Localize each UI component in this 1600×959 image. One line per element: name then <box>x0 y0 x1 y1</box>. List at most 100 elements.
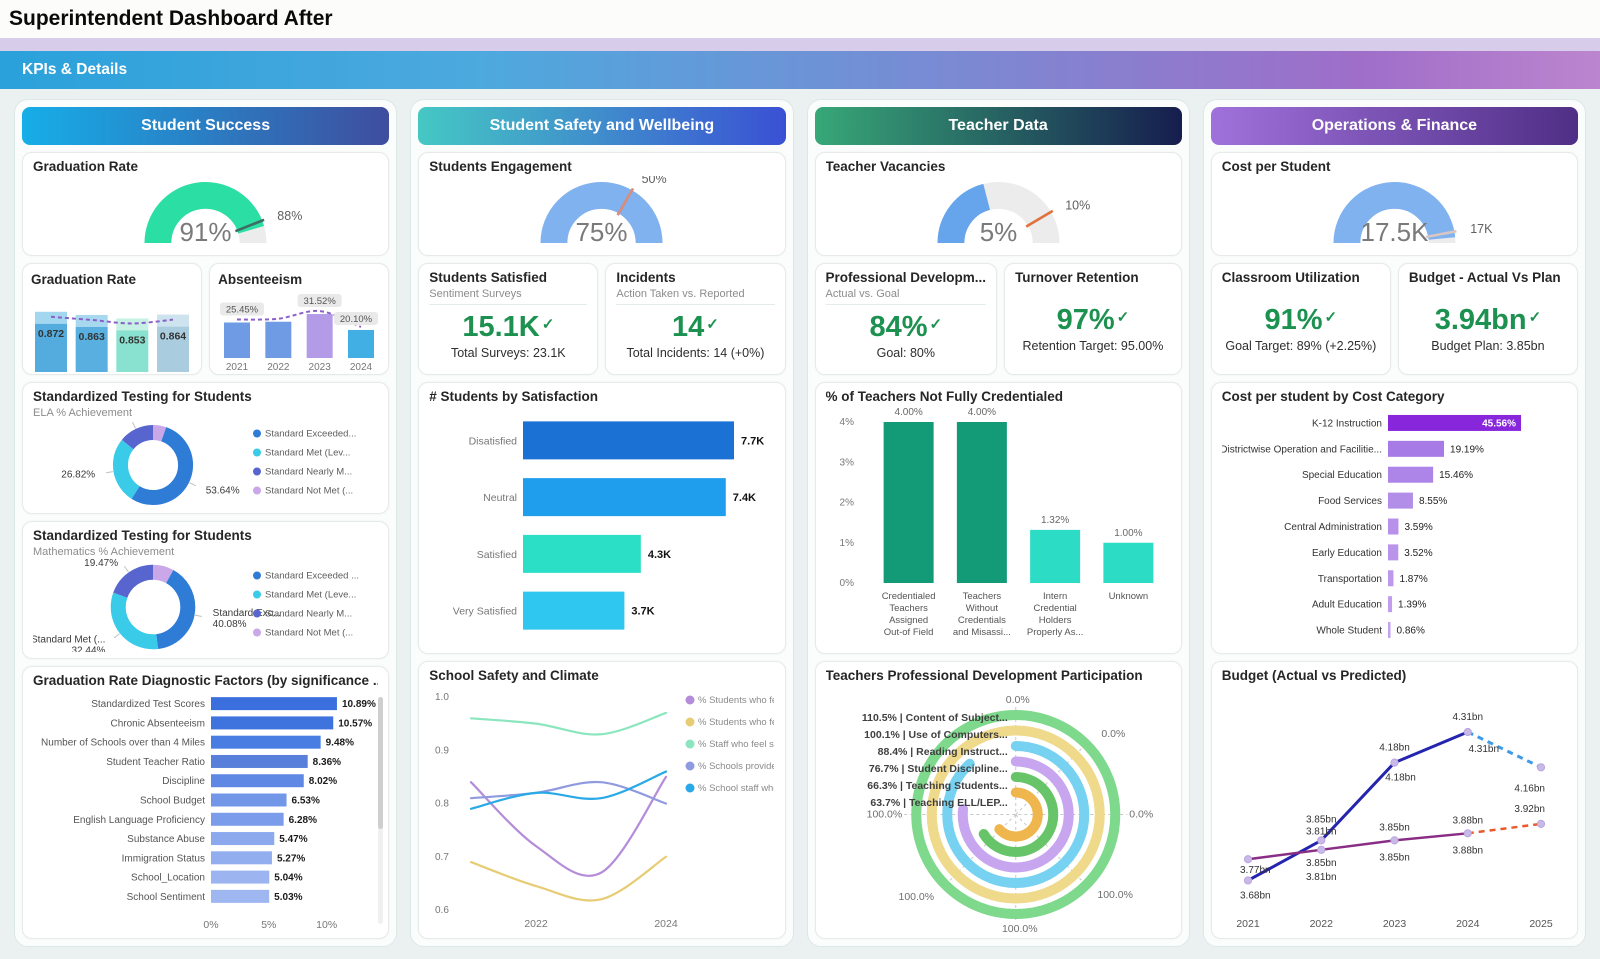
cost-per-student-gauge-chart[interactable]: 17.5K 17K <box>1222 176 1567 249</box>
card-title: Graduation Rate <box>31 272 137 287</box>
kpi-footer: Total Surveys: 23.1K <box>450 346 566 361</box>
svg-text:Transportation: Transportation <box>1318 574 1382 585</box>
card-ela-testing: Standardized Testing for Students ELA % … <box>22 382 390 514</box>
kpi-value: 15.1K ✓ <box>462 311 555 344</box>
svg-text:Number of Schools over than 4: Number of Schools over than 4 Miles <box>41 738 205 749</box>
pd-participation-radial-chart[interactable]: 0.0% 0.0% 0.0% 100.0% 100.0% 100.0% 100.0% 110.… <box>826 685 1171 932</box>
svg-text:10%: 10% <box>316 919 337 931</box>
svg-text:1.32%: 1.32% <box>1040 515 1068 526</box>
svg-text:Student Teacher Ratio: Student Teacher Ratio <box>106 757 205 768</box>
svg-text:Satisfied: Satisfied <box>477 549 517 561</box>
svg-text:Credential: Credential <box>1033 603 1076 614</box>
svg-text:17.5K: 17.5K <box>1360 217 1429 247</box>
absenteeism-bar-chart[interactable]: 2021 2022 2023 2024 25.45% 31.52% 20.10% <box>218 289 380 372</box>
svg-text:100.0%: 100.0% <box>1001 923 1037 932</box>
svg-text:3.85bn: 3.85bn <box>1306 858 1337 869</box>
column-student-safety: Student Safety and Wellbeing Students En… <box>410 99 794 947</box>
card-title: Budget (Actual vs Predicted) <box>1221 668 1407 683</box>
svg-text:25.45%: 25.45% <box>226 304 259 315</box>
svg-text:Immigration Status: Immigration Status <box>122 853 205 864</box>
svg-text:5.47%: 5.47% <box>279 834 307 845</box>
card-title: School Safety and Climate <box>429 668 599 683</box>
svg-text:45.56%: 45.56% <box>1482 418 1516 429</box>
svg-text:3.88bn: 3.88bn <box>1452 815 1483 826</box>
math-achievement-donut-chart[interactable]: Standard Exc... 40.08% Standard Met (... 32… <box>33 558 378 652</box>
svg-text:5.27%: 5.27% <box>277 853 305 864</box>
column-operations-finance: Operations & Finance Cost per Student 17… <box>1202 99 1586 947</box>
svg-text:10.57%: 10.57% <box>338 718 372 729</box>
svg-text:2%: 2% <box>839 497 854 508</box>
teacher-vacancies-gauge-chart[interactable]: 5% 10% <box>826 176 1171 249</box>
svg-text:19.19%: 19.19% <box>1450 444 1484 455</box>
svg-text:0%: 0% <box>839 578 854 589</box>
svg-text:0.0%: 0.0% <box>1101 728 1125 740</box>
card-math-testing: Standardized Testing for Students Mathem… <box>22 521 390 659</box>
scrollbar[interactable] <box>378 697 384 924</box>
check-icon: ✓ <box>541 316 555 334</box>
kpi-footer: Goal: 80% <box>876 346 935 361</box>
diagnostic-factors-bar-chart[interactable]: Standardized Test Scores 10.89% Chronic Ab… <box>33 690 378 932</box>
svg-text:0.864: 0.864 <box>160 330 186 342</box>
teachers-credentialed-column-chart[interactable]: 0% 1% 2% 3% 4% 4.00% Credentialed Teachers Assig… <box>826 406 1171 647</box>
check-icon: ✓ <box>1528 309 1542 327</box>
kpi-value: 91% ✓ <box>1264 304 1338 337</box>
svg-text:% School staff who...: % School staff who... <box>698 783 774 794</box>
kpi-footer: Retention Target: 95.00% <box>1022 339 1164 354</box>
svg-text:88%: 88% <box>277 209 302 223</box>
card-title: Cost per Student <box>1221 159 1331 174</box>
graduation-rate-gauge-chart[interactable]: 91% 88% <box>33 176 378 249</box>
kpi-title: Incidents <box>616 270 676 285</box>
svg-text:School_Location: School_Location <box>131 872 205 883</box>
svg-text:School Budget: School Budget <box>140 795 205 806</box>
svg-text:Disatisfied: Disatisfied <box>469 435 518 447</box>
svg-text:2022: 2022 <box>1309 918 1333 930</box>
svg-text:Teachers: Teachers <box>962 591 1001 602</box>
card-title: Graduation Rate <box>33 159 139 174</box>
kpi-title: Classroom Utilization <box>1221 270 1360 285</box>
svg-text:Standardized Test Scores: Standardized Test Scores <box>91 699 205 710</box>
svg-text:63.7% | Teaching ELL/LEP...: 63.7% | Teaching ELL/LEP... <box>870 797 1007 809</box>
svg-text:110.5% | Content of Subject...: 110.5% | Content of Subject... <box>861 712 1007 724</box>
svg-text:20.10%: 20.10% <box>340 314 373 325</box>
budget-line-chart[interactable]: 2021 2022 2023 2024 2025 3.77bn 3.68bn 3.85bn 3.… <box>1222 685 1567 932</box>
svg-text:0.0%: 0.0% <box>1129 808 1153 820</box>
svg-text:31.52%: 31.52% <box>304 296 337 307</box>
page-header: Superintendent Dashboard After <box>0 0 1600 38</box>
svg-text:2025: 2025 <box>1529 918 1553 930</box>
card-title: Students Engagement <box>429 159 572 174</box>
svg-text:Standard Exc...: Standard Exc... <box>213 608 281 619</box>
scrollbar-thumb[interactable] <box>378 697 384 829</box>
svg-text:100.0%: 100.0% <box>1097 889 1133 901</box>
svg-text:15.46%: 15.46% <box>1439 470 1473 481</box>
card-title: Standardized Testing for Students <box>33 528 252 543</box>
column-teacher-data: Teacher Data Teacher Vacancies 5% 10% Pro… <box>806 99 1190 947</box>
kpi-card-classroom-utilization: Classroom Utilization 91% ✓ Goal Target: … <box>1210 263 1391 375</box>
svg-text:Standard Not Met (...: Standard Not Met (... <box>265 627 353 638</box>
ela-achievement-donut-chart[interactable]: 53.64%26.82%14.18%Standard Exceeded...St… <box>33 419 378 507</box>
students-engagement-gauge-chart[interactable]: 75% 50% <box>429 176 774 249</box>
svg-text:66.3% | Teaching Students...: 66.3% | Teaching Students... <box>867 780 1008 792</box>
cost-by-category-bar-chart[interactable]: K-12 Instruction 45.56% Districtwise Opera… <box>1222 406 1567 647</box>
svg-text:0.9: 0.9 <box>435 745 449 756</box>
column-student-success: Student Success Graduation Rate 91% 88% G… <box>14 99 398 947</box>
graduation-rate-mini-bar-chart[interactable]: 0.872 0.863 0.853 0.864 <box>31 289 193 372</box>
card-title: Standardized Testing for Students <box>33 389 252 404</box>
svg-text:Without: Without <box>965 603 998 614</box>
students-by-satisfaction-bar-chart[interactable]: Disatisfied 7.7K Neutral 7.4K Satisfied 4.3K V… <box>429 406 774 647</box>
svg-text:2023: 2023 <box>309 362 332 372</box>
svg-text:Early Education: Early Education <box>1312 548 1382 559</box>
svg-text:3.85bn: 3.85bn <box>1379 822 1410 833</box>
svg-text:3.85bn: 3.85bn <box>1379 852 1410 863</box>
svg-text:9.48%: 9.48% <box>326 738 354 749</box>
svg-text:Out-of Field: Out-of Field <box>883 627 933 638</box>
kpi-value: 14 ✓ <box>672 311 719 344</box>
svg-text:4.31bn: 4.31bn <box>1468 744 1499 755</box>
school-safety-line-chart[interactable]: 1.0 0.9 0.8 0.7 0.6 2022 2024 % Students who fe… <box>429 685 774 932</box>
svg-text:91%: 91% <box>179 217 231 247</box>
svg-text:3.77bn: 3.77bn <box>1240 865 1271 876</box>
svg-text:75%: 75% <box>576 217 628 247</box>
svg-text:100.0%: 100.0% <box>866 808 902 820</box>
svg-text:4.00%: 4.00% <box>894 407 922 418</box>
svg-text:4.18bn: 4.18bn <box>1385 772 1416 783</box>
svg-text:3.88bn: 3.88bn <box>1452 845 1483 856</box>
